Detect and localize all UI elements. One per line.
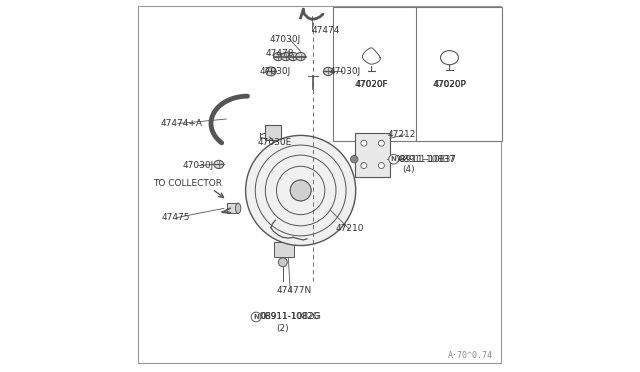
Text: N: N bbox=[253, 314, 259, 320]
Text: 08911-10837: 08911-10837 bbox=[398, 155, 456, 164]
Ellipse shape bbox=[296, 52, 305, 61]
Bar bbox=[227, 203, 238, 213]
Ellipse shape bbox=[236, 203, 241, 214]
Ellipse shape bbox=[266, 67, 276, 76]
Ellipse shape bbox=[273, 52, 283, 61]
Bar bbox=[273, 242, 294, 257]
Bar bbox=[355, 133, 390, 177]
Text: 47030J: 47030J bbox=[260, 67, 291, 76]
Text: 47477N: 47477N bbox=[276, 286, 311, 295]
Text: 47020P: 47020P bbox=[433, 80, 466, 89]
Text: (4): (4) bbox=[403, 165, 415, 174]
Circle shape bbox=[246, 135, 356, 246]
Ellipse shape bbox=[440, 51, 458, 65]
Text: 47212: 47212 bbox=[388, 130, 416, 139]
Text: 47030J: 47030J bbox=[270, 35, 301, 44]
Circle shape bbox=[351, 155, 358, 163]
Text: TO COLLECTOR: TO COLLECTOR bbox=[154, 179, 222, 187]
Ellipse shape bbox=[289, 52, 298, 61]
Text: N: N bbox=[390, 156, 397, 162]
Text: (2): (2) bbox=[276, 324, 289, 333]
Text: 08911-1082G: 08911-1082G bbox=[260, 312, 322, 321]
Circle shape bbox=[361, 140, 367, 146]
Ellipse shape bbox=[214, 160, 223, 169]
Circle shape bbox=[251, 312, 261, 322]
Text: 47030J: 47030J bbox=[330, 67, 360, 76]
Ellipse shape bbox=[323, 67, 333, 76]
Bar bbox=[265, 125, 280, 140]
Circle shape bbox=[278, 258, 287, 267]
Bar bbox=[333, 7, 502, 141]
Circle shape bbox=[361, 163, 367, 169]
Text: 08911-1082G: 08911-1082G bbox=[260, 312, 320, 321]
Text: 47020F: 47020F bbox=[355, 80, 388, 89]
Text: 47474+A: 47474+A bbox=[161, 119, 203, 128]
Text: 47020P: 47020P bbox=[433, 80, 467, 89]
Circle shape bbox=[378, 140, 385, 146]
Circle shape bbox=[389, 154, 399, 164]
Circle shape bbox=[378, 163, 385, 169]
Text: 47478: 47478 bbox=[266, 49, 294, 58]
Text: 47030J: 47030J bbox=[182, 161, 214, 170]
Ellipse shape bbox=[281, 52, 291, 61]
Text: 47475: 47475 bbox=[162, 213, 191, 222]
Text: 47210: 47210 bbox=[335, 224, 364, 233]
Circle shape bbox=[291, 180, 311, 201]
Text: 08911-10837: 08911-10837 bbox=[394, 155, 455, 164]
Text: 47030E: 47030E bbox=[257, 138, 292, 147]
Text: A·70^0.74: A·70^0.74 bbox=[448, 351, 493, 360]
Text: 47474: 47474 bbox=[312, 26, 340, 35]
Text: 47020F: 47020F bbox=[355, 80, 388, 89]
